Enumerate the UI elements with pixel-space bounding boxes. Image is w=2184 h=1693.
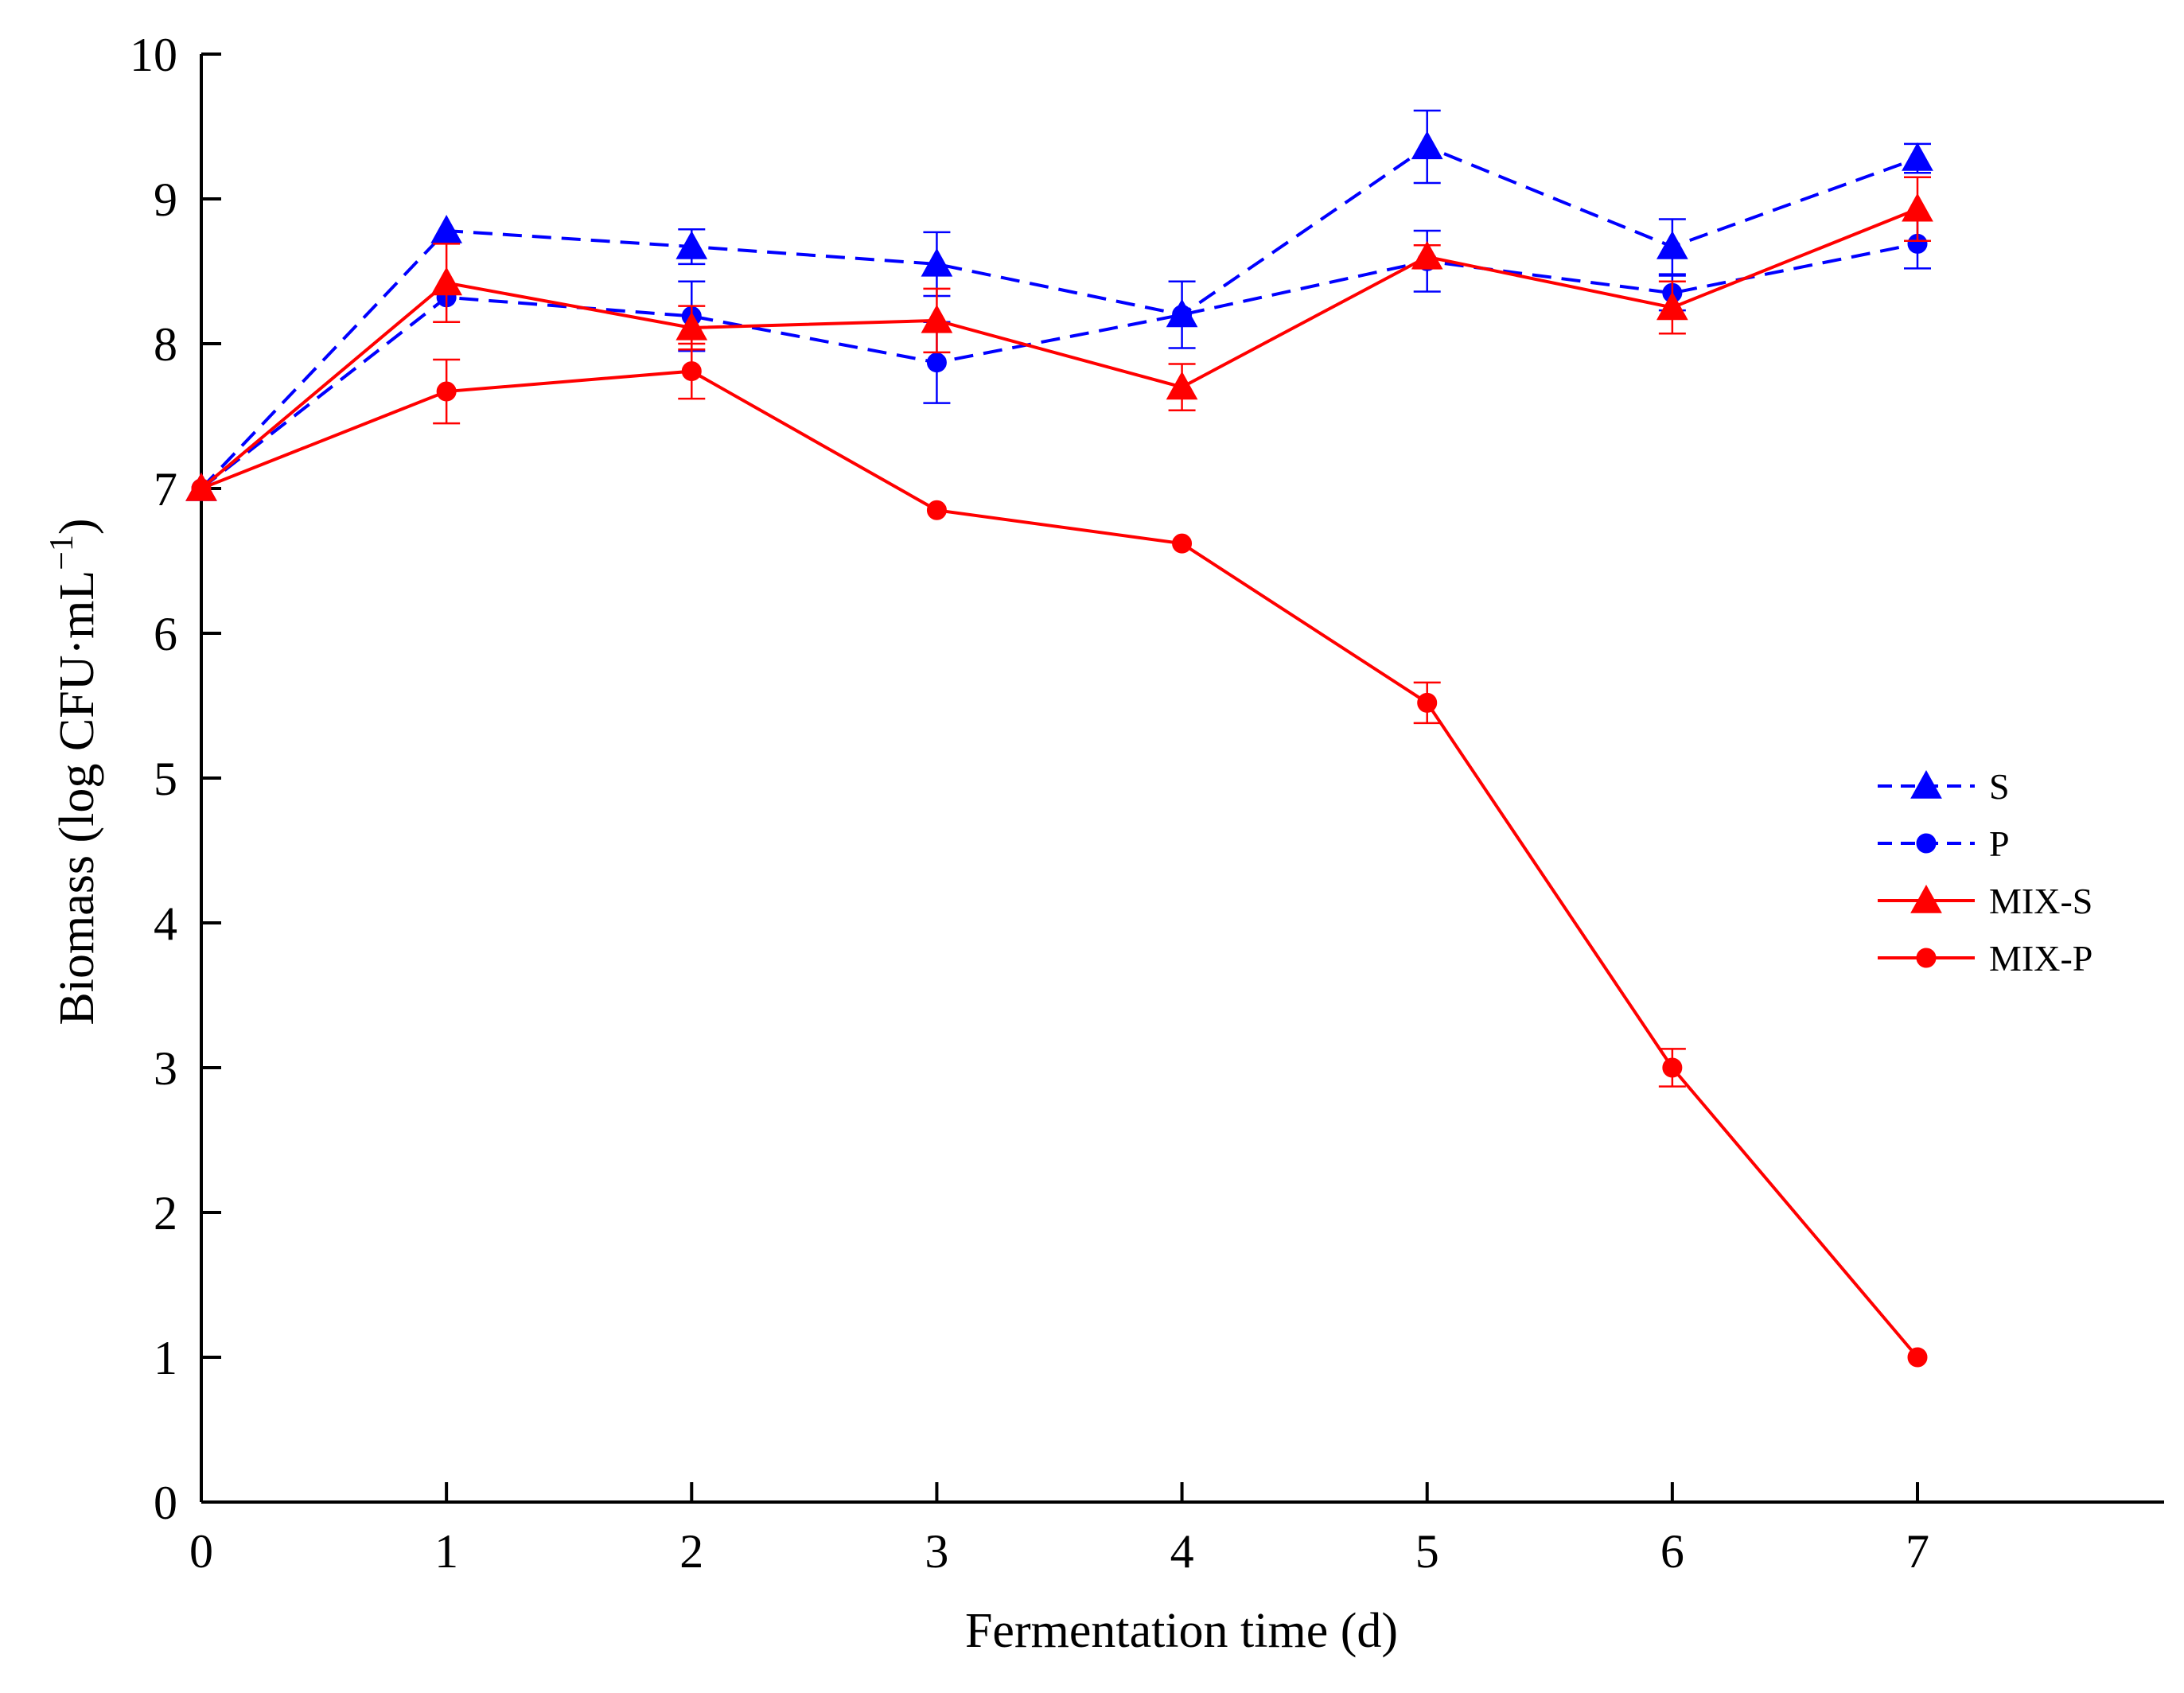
y-axis-title-close: ): [50, 518, 104, 535]
data-point: [1656, 231, 1688, 259]
legend-marker: [1910, 884, 1942, 913]
data-point: [675, 231, 708, 259]
y-tick-label: 2: [154, 1187, 177, 1240]
x-tick-label: 5: [1415, 1525, 1439, 1578]
legend-marker: [1916, 948, 1937, 968]
legend-item-s: S: [1878, 766, 2010, 807]
y-tick-label: 4: [154, 897, 177, 950]
y-tick-label: 10: [130, 29, 177, 81]
y-tick-label: 5: [154, 753, 177, 805]
series-mix-p: [191, 342, 1928, 1368]
y-tick-label: 1: [154, 1332, 177, 1384]
data-point: [430, 215, 462, 243]
data-point: [430, 267, 462, 296]
legend-marker: [1910, 769, 1942, 799]
legend-item-mix-p: MIX-P: [1878, 938, 2093, 979]
legend: SP MIX-S MIX-P: [1878, 766, 2093, 979]
x-tick-label: 0: [189, 1525, 213, 1578]
data-point: [1656, 291, 1688, 321]
legend-label: MIX-S: [1989, 881, 2093, 921]
y-tick-label: 3: [154, 1042, 177, 1095]
legend-item-mix-s: MIX-S: [1878, 881, 2093, 921]
legend-marker: [1916, 833, 1937, 854]
series-line: [200, 207, 1918, 490]
x-tick-label: 1: [434, 1525, 458, 1578]
x-tick-label: 3: [925, 1525, 948, 1578]
axes: [200, 54, 2164, 1504]
data-point: [1166, 371, 1198, 400]
series-p: [191, 218, 1931, 499]
data-point: [921, 304, 953, 333]
legend-item-p: P: [1878, 823, 2010, 864]
data-point: [1411, 240, 1443, 270]
y-axis-title-group: Biomass (log CFU·mL−1): [44, 518, 104, 1025]
data-point: [1411, 130, 1443, 160]
data-point: [1902, 142, 1933, 171]
data-point: [921, 247, 953, 277]
x-tick-label: 4: [1170, 1525, 1194, 1578]
x-tick-label: 2: [679, 1525, 703, 1578]
x-tick-label: 7: [1906, 1525, 1929, 1578]
ticks: 0 1 2 3 4 5 6 7 0 1 2 3 4 5 6 7 8 9 10: [130, 29, 1929, 1578]
data-point: [681, 361, 702, 382]
legend-label: P: [1989, 823, 2010, 864]
y-axis-title: Biomass (log CFU·mL−1): [44, 518, 104, 1025]
data-point: [1902, 193, 1933, 222]
y-tick-label: 9: [154, 173, 177, 226]
data-point: [1662, 1057, 1683, 1078]
series-group: [185, 109, 1933, 1368]
x-axis-title: Fermentation time (d): [965, 1604, 1398, 1658]
y-tick-label: 8: [154, 318, 177, 371]
y-axis-title-superscript: −1: [44, 535, 80, 570]
data-point: [1172, 305, 1193, 325]
x-tick-label: 6: [1660, 1525, 1684, 1578]
series-line: [200, 145, 1918, 490]
data-point: [926, 352, 947, 373]
data-point: [1172, 533, 1193, 554]
y-axis-title-main: Biomass (log CFU·mL: [50, 570, 104, 1026]
y-tick-label: 6: [154, 608, 177, 660]
data-point: [926, 500, 947, 520]
y-tick-label: 0: [154, 1477, 177, 1529]
series-s: [185, 109, 1933, 501]
data-point: [675, 311, 708, 341]
data-point: [1907, 1347, 1928, 1368]
legend-label: S: [1989, 766, 2010, 807]
data-point: [436, 381, 457, 402]
series-line: [200, 369, 1919, 1359]
data-point: [191, 478, 212, 499]
data-point: [1417, 692, 1438, 713]
legend-label: MIX-P: [1989, 938, 2093, 979]
y-tick-label: 7: [154, 463, 177, 516]
series-line: [200, 242, 1918, 490]
